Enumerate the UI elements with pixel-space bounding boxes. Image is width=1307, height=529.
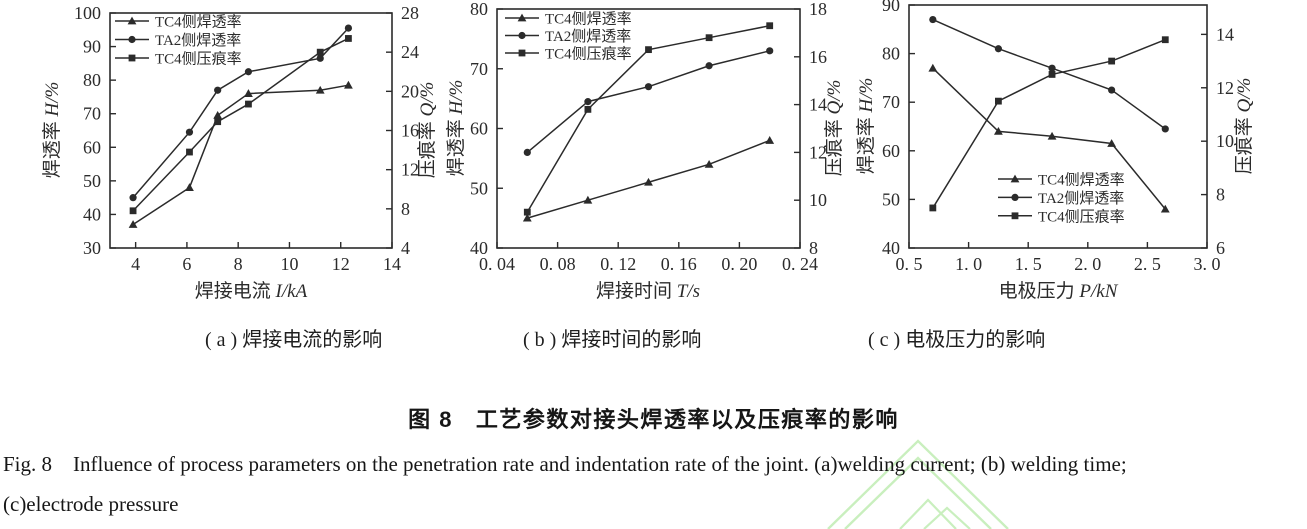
svg-text:0. 16: 0. 16 <box>661 254 697 274</box>
svg-text:压痕率 Q/%: 压痕率 Q/% <box>416 82 438 179</box>
svg-text:10: 10 <box>1216 131 1234 151</box>
svg-text:8: 8 <box>234 254 243 274</box>
svg-text:60: 60 <box>882 141 900 161</box>
svg-text:0. 5: 0. 5 <box>896 254 923 274</box>
svg-text:TA2侧焊透率: TA2侧焊透率 <box>155 32 241 49</box>
chart-a-welding-current: 30 40 50 60 70 80 90 100 4 8 12 16 20 24 28 4 6 8 10 12 14 焊透… <box>41 3 438 302</box>
figure-caption-english-line2: (c)electrode pressure <box>3 492 179 516</box>
svg-text:80: 80 <box>83 70 101 90</box>
svg-text:16: 16 <box>809 47 827 67</box>
svg-text:8: 8 <box>1216 185 1225 205</box>
chart-c-electrode-pressure: 40 50 60 70 80 90 6 8 10 12 14 0. 5 1. 0 1. 5 2. 0 2. 5… <box>855 0 1255 302</box>
svg-text:TC4侧焊透率: TC4侧焊透率 <box>545 11 632 28</box>
svg-text:4: 4 <box>401 238 410 258</box>
svg-text:0. 04: 0. 04 <box>479 254 515 274</box>
svg-text:0. 08: 0. 08 <box>540 254 576 274</box>
svg-text:50: 50 <box>83 171 101 191</box>
svg-text:TC4侧焊透率: TC4侧焊透率 <box>1038 172 1125 189</box>
svg-text:TC4侧焊透率: TC4侧焊透率 <box>155 14 242 31</box>
svg-text:60: 60 <box>83 137 101 157</box>
svg-text:焊透率 H/%: 焊透率 H/% <box>41 82 63 179</box>
svg-text:28: 28 <box>401 3 419 23</box>
svg-text:TA2侧焊透率: TA2侧焊透率 <box>545 28 631 45</box>
svg-text:24: 24 <box>401 42 419 62</box>
svg-text:10: 10 <box>280 254 298 274</box>
svg-text:TC4侧压痕率: TC4侧压痕率 <box>155 51 242 68</box>
figure-caption-chinese: 图 8 工艺参数对接头焊透率以及压痕率的影响 <box>408 407 899 432</box>
svg-text:100: 100 <box>74 3 101 23</box>
svg-text:20: 20 <box>401 81 419 101</box>
svg-text:2. 0: 2. 0 <box>1074 254 1101 274</box>
svg-text:0. 24: 0. 24 <box>782 254 818 274</box>
svg-text:12: 12 <box>401 160 419 180</box>
svg-text:焊透率 H/%: 焊透率 H/% <box>855 78 877 175</box>
svg-text:40: 40 <box>470 238 488 258</box>
svg-text:50: 50 <box>882 189 900 209</box>
svg-text:14: 14 <box>383 254 401 274</box>
svg-text:90: 90 <box>83 37 101 57</box>
svg-text:8: 8 <box>401 199 410 219</box>
svg-text:焊透率 H/%: 焊透率 H/% <box>445 80 467 177</box>
svg-text:2. 5: 2. 5 <box>1134 254 1161 274</box>
svg-text:焊接时间 T/s: 焊接时间 T/s <box>596 280 700 302</box>
svg-text:压痕率 Q/%: 压痕率 Q/% <box>823 80 845 177</box>
svg-text:6: 6 <box>1216 238 1225 258</box>
svg-text:TC4侧压痕率: TC4侧压痕率 <box>545 46 632 63</box>
svg-text:70: 70 <box>83 104 101 124</box>
svg-text:6: 6 <box>182 254 191 274</box>
subcaption-b: ( b ) 焊接时间的影响 <box>523 329 702 351</box>
svg-text:TC4侧压痕率: TC4侧压痕率 <box>1038 208 1125 225</box>
svg-text:10: 10 <box>809 190 827 210</box>
svg-text:40: 40 <box>83 204 101 224</box>
svg-text:40: 40 <box>882 238 900 258</box>
svg-text:0. 12: 0. 12 <box>600 254 636 274</box>
subcaption-c: ( c ) 电极压力的影响 <box>868 329 1046 351</box>
svg-text:70: 70 <box>470 59 488 79</box>
svg-text:压痕率 Q/%: 压痕率 Q/% <box>1233 78 1255 175</box>
chart-b-welding-time: 40 50 60 70 80 8 10 12 14 16 18 0. 04 0. 08 0. 12 0. 1… <box>445 0 845 302</box>
svg-text:8: 8 <box>809 238 818 258</box>
subcaption-a: ( a ) 焊接电流的影响 <box>205 329 383 351</box>
svg-text:14: 14 <box>1216 24 1234 44</box>
svg-text:3. 0: 3. 0 <box>1194 254 1221 274</box>
svg-text:80: 80 <box>882 44 900 64</box>
svg-text:18: 18 <box>809 0 827 19</box>
svg-text:12: 12 <box>332 254 350 274</box>
svg-text:80: 80 <box>470 0 488 19</box>
svg-text:14: 14 <box>809 95 827 115</box>
svg-text:1. 5: 1. 5 <box>1015 254 1042 274</box>
svg-text:90: 90 <box>882 0 900 15</box>
svg-text:12: 12 <box>1216 78 1234 98</box>
svg-text:TA2侧焊透率: TA2侧焊透率 <box>1038 190 1124 207</box>
svg-text:焊接电流 I/kA: 焊接电流 I/kA <box>195 280 308 302</box>
svg-text:电极压力 P/kN: 电极压力 P/kN <box>999 280 1119 302</box>
svg-text:70: 70 <box>882 92 900 112</box>
svg-text:0. 20: 0. 20 <box>721 254 757 274</box>
svg-text:30: 30 <box>83 238 101 258</box>
svg-text:12: 12 <box>809 142 827 162</box>
figure-caption-english-line1: Fig. 8 Influence of process parameters o… <box>3 452 1127 476</box>
svg-text:4: 4 <box>131 254 140 274</box>
svg-text:60: 60 <box>470 119 488 139</box>
svg-text:16: 16 <box>401 121 419 141</box>
svg-text:1. 0: 1. 0 <box>955 254 982 274</box>
svg-text:50: 50 <box>470 178 488 198</box>
